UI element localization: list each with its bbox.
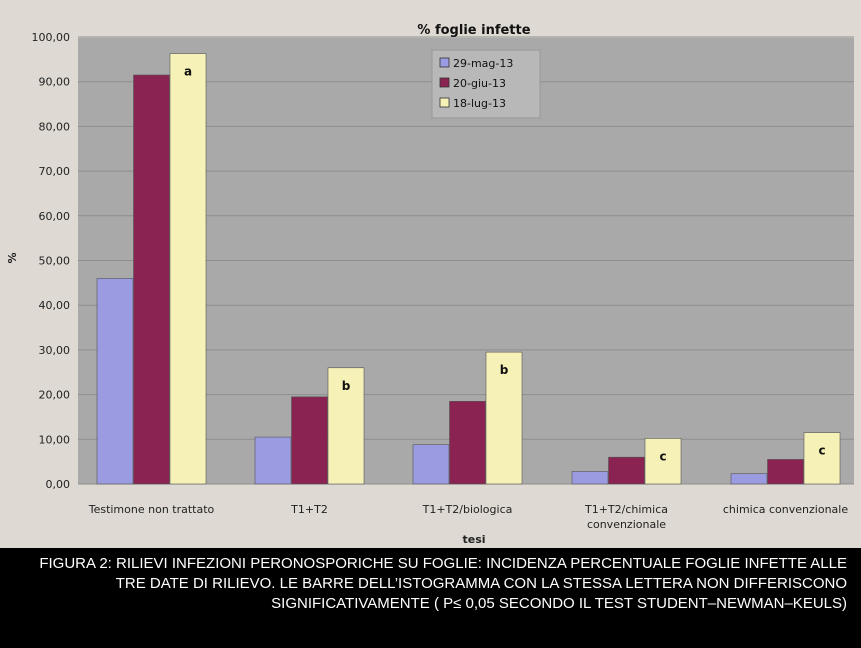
x-category-label: T1+T2/chimica (584, 503, 668, 516)
x-category-label: convenzionale (587, 518, 666, 531)
bar-18-lug-13-1 (327, 367, 365, 485)
significance-letters: a b b c c (184, 65, 826, 464)
y-tick-label: 60,00 (39, 210, 71, 223)
bar-20-giu-13-4 (767, 459, 804, 485)
bar-29-mag-13-4 (730, 473, 768, 485)
y-tick-label: 30,00 (39, 344, 71, 357)
bar-18-lug-13-2 (485, 351, 523, 485)
bar-18-lug-13-0 (169, 53, 207, 485)
figure-caption: FIGURA 2: RILIEVI INFEZIONI PERONOSPORIC… (39, 555, 847, 612)
x-axis-label: tesi (462, 533, 485, 546)
x-category-label: Testimone non trattato (88, 503, 215, 516)
legend-label: 29-mag-13 (453, 57, 513, 70)
legend-swatch (439, 57, 450, 68)
significance-letter: a (184, 65, 192, 79)
y-tick-label: 70,00 (39, 165, 71, 178)
legend: 29-mag-13 20-giu-13 18-lug-13 (431, 49, 541, 119)
y-tick-label: 0,00 (46, 478, 71, 491)
bar-29-mag-13-2 (412, 444, 450, 485)
y-tick-label: 20,00 (39, 389, 71, 402)
x-category-label: T1+T2 (290, 503, 328, 516)
bars (96, 53, 841, 485)
legend-swatch (439, 77, 450, 88)
y-tick-label: 100,00 (32, 31, 71, 44)
chart-title: % foglie infette (417, 23, 530, 38)
significance-letter: c (659, 449, 666, 463)
legend-box (431, 49, 541, 119)
x-category-label: chimica convenzionale (723, 503, 848, 516)
y-tick-label: 40,00 (39, 299, 71, 312)
significance-letter: b (342, 379, 351, 393)
bar-29-mag-13-1 (254, 436, 292, 485)
y-tick-label: 50,00 (39, 255, 71, 268)
significance-letter: b (500, 363, 509, 377)
y-tick-label: 10,00 (39, 433, 71, 446)
legend-label: 18-lug-13 (453, 97, 506, 110)
caption-box: FIGURA 2: RILIEVI INFEZIONI PERONOSPORIC… (0, 548, 861, 648)
bar-18-lug-13-3 (644, 438, 682, 485)
y-axis-ticks: 0,00 10,00 20,00 30,00 40,00 50,00 60,00 70,00 8… (32, 31, 71, 491)
legend-swatch (439, 97, 450, 108)
y-tick-label: 90,00 (39, 76, 71, 89)
y-tick-label: 80,00 (39, 120, 71, 133)
bar-chart: 0,00 10,00 20,00 30,00 40,00 50,00 60,00 70,00 8… (6, 23, 854, 546)
bar-20-giu-13-0 (133, 74, 170, 485)
x-axis-categories: Testimone non trattato T1+T2 T1+T2/biologi… (88, 503, 849, 531)
significance-letter: c (818, 444, 825, 458)
bar-29-mag-13-3 (571, 471, 609, 485)
x-category-label: T1+T2/biologica (422, 503, 513, 516)
legend-label: 20-giu-13 (453, 77, 506, 90)
bar-20-giu-13-1 (291, 396, 328, 485)
y-axis-label: % (6, 252, 19, 263)
bar-20-giu-13-3 (608, 456, 645, 485)
bar-29-mag-13-0 (96, 278, 134, 485)
bar-18-lug-13-4 (803, 432, 841, 485)
bar-20-giu-13-2 (449, 401, 486, 485)
